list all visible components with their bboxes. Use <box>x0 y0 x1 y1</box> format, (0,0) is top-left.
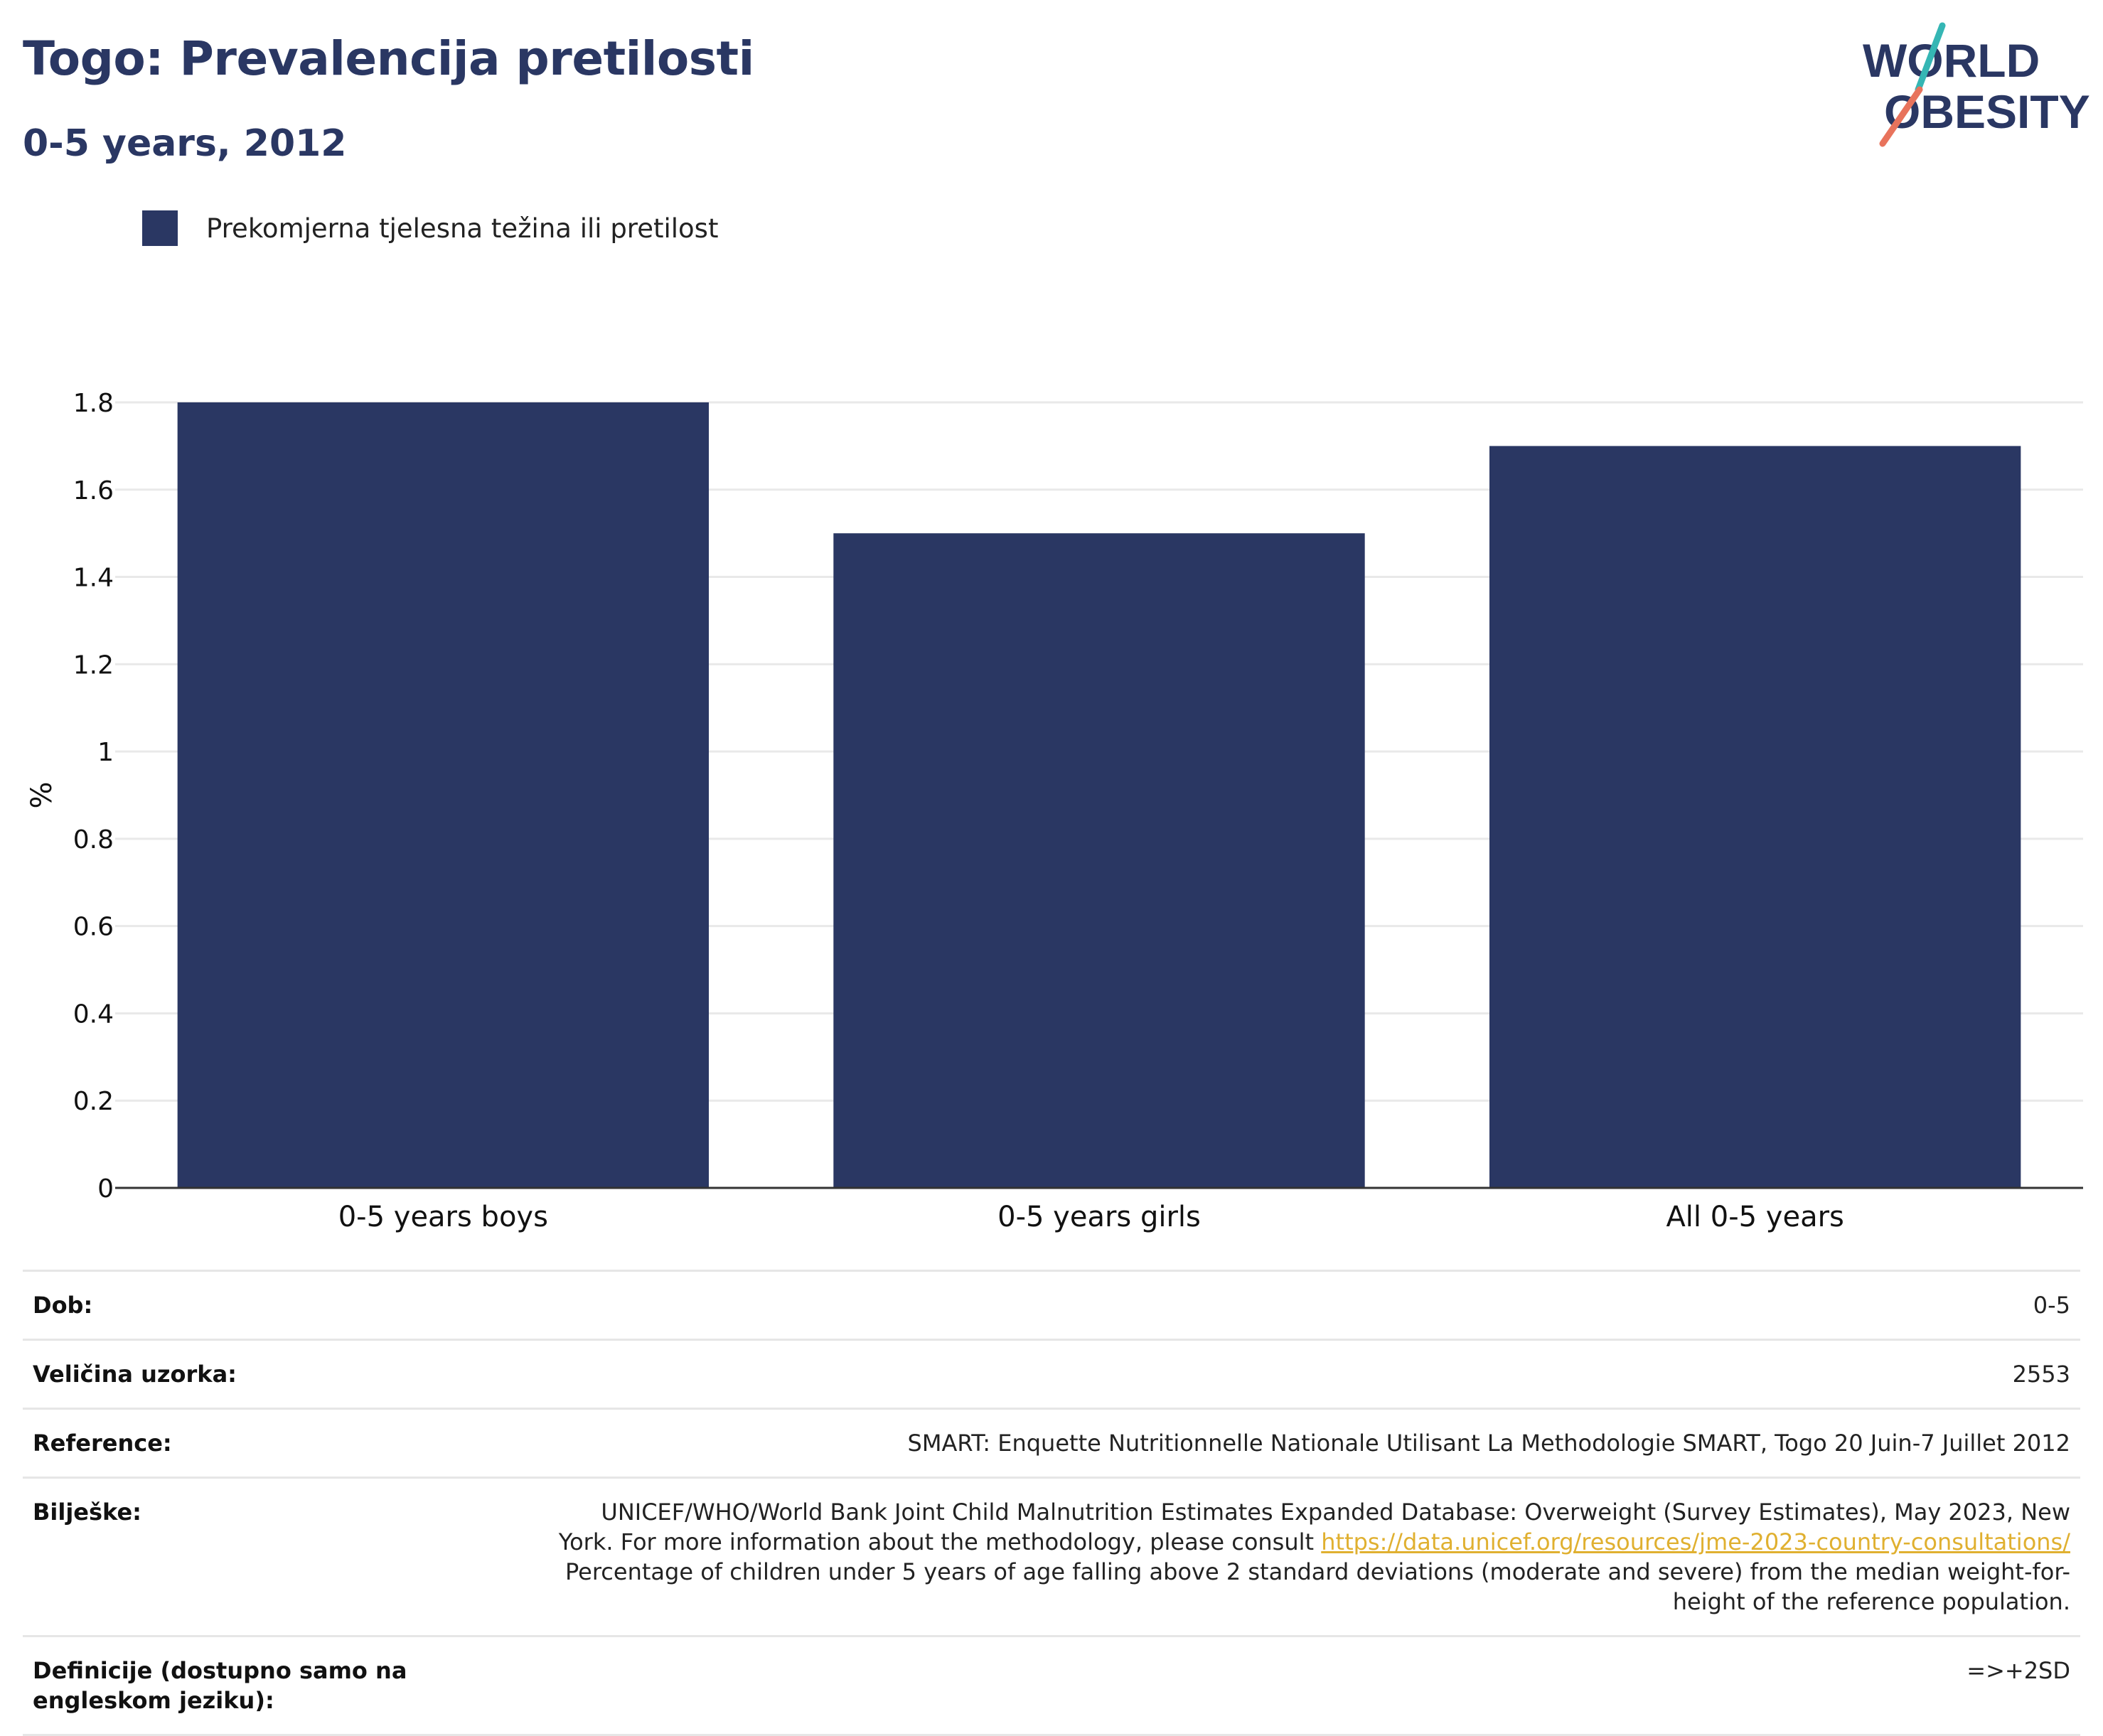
y-tick-label: 0.6 <box>73 913 114 942</box>
y-tick-label: 1.8 <box>73 389 114 418</box>
sample-size-label: Veličina uzorka: <box>33 1361 237 1388</box>
y-tick-label: 1.2 <box>73 650 114 680</box>
page-subtitle: 0-5 years, 2012 <box>23 122 347 165</box>
y-tick-label: 1 <box>97 738 114 767</box>
reference-label: Reference: <box>33 1430 172 1457</box>
info-row-definitions: Definicije (dostupno samo na engleskom j… <box>23 1636 2080 1735</box>
bar-chart: 0 0.2 0.4 0.6 0.8 1 1.2 1.4 1.6 1.8% 0-5 years boy… <box>26 389 2083 1233</box>
notes-text-2: Percentage of children under 5 years of … <box>565 1558 2070 1615</box>
x-tick-label: All 0-5 years <box>1666 1201 1844 1233</box>
notes-text-1: UNICEF/WHO/World Bank Joint Child Malnut… <box>558 1499 2070 1555</box>
age-value: 0-5 <box>2033 1292 2070 1319</box>
definitions-value: =>+2SD <box>1966 1657 2070 1684</box>
info-row-reference: Reference: SMART: Enquette Nutritionnell… <box>23 1408 2080 1478</box>
info-row-sample: Veličina uzorka: 2553 <box>23 1339 2080 1409</box>
chart-legend: Prekomjerna tjelesna težina ili pretilos… <box>142 210 718 246</box>
bar <box>177 402 710 1188</box>
bar <box>833 533 1365 1188</box>
info-row-notes: Bilješke: UNICEF/WHO/World Bank Joint Ch… <box>23 1477 2080 1636</box>
y-tick-label: 1.4 <box>73 564 114 593</box>
reference-value: SMART: Enquette Nutritionnelle Nationale… <box>907 1430 2070 1457</box>
y-tick-label: 0.2 <box>73 1087 114 1116</box>
methodology-link[interactable]: https://data.unicef.org/resources/jme-20… <box>1321 1528 2070 1555</box>
y-tick-label: 0.8 <box>73 825 114 854</box>
notes-label: Bilješke: <box>33 1499 141 1526</box>
y-tick-label: 1.6 <box>73 476 114 505</box>
y-tick-label: 0.4 <box>73 1000 114 1029</box>
age-label: Dob: <box>33 1292 93 1319</box>
info-row-age: Dob: 0-5 <box>23 1270 2080 1340</box>
logo-word-world: WORLD <box>1863 34 2040 87</box>
page-title: Togo: Prevalencija pretilosti <box>23 31 754 86</box>
info-table: Dob: 0-5 Veličina uzorka: 2553 Reference… <box>23 1270 2080 1736</box>
bar <box>1489 446 2021 1188</box>
notes-value: UNICEF/WHO/World Bank Joint Child Malnut… <box>540 1478 2080 1636</box>
legend-swatch <box>142 210 178 246</box>
x-tick-label: 0-5 years boys <box>338 1201 548 1233</box>
y-axis-label: % <box>26 781 58 808</box>
logo-slash-teal <box>1915 22 1946 93</box>
sample-size-value: 2553 <box>2012 1361 2070 1388</box>
world-obesity-logo: WORLD OBESITY <box>1863 22 2090 147</box>
legend-label: Prekomjerna tjelesna težina ili pretilos… <box>206 213 719 244</box>
definitions-label: Definicije (dostupno samo na engleskom j… <box>33 1657 407 1714</box>
y-tick-label: 0 <box>97 1174 114 1204</box>
x-tick-label: 0-5 years girls <box>997 1201 1201 1233</box>
logo-slash-coral <box>1879 86 1923 147</box>
